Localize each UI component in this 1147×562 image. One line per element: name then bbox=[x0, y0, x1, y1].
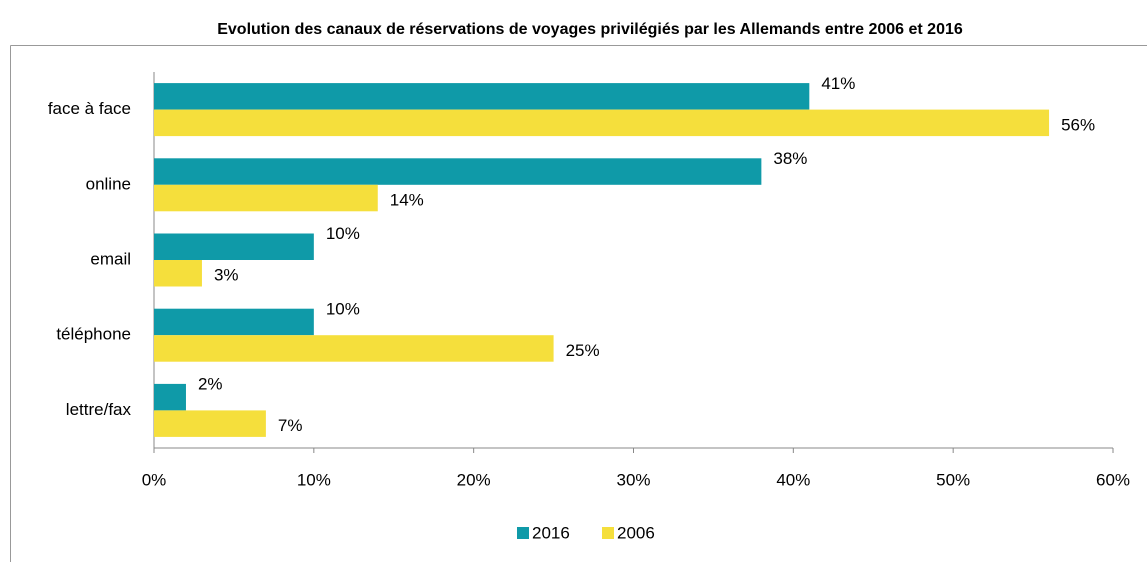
value-label: 10% bbox=[326, 299, 360, 318]
chart-title: Evolution des canaux de réservations de … bbox=[217, 21, 963, 38]
legend-label: 2006 bbox=[617, 523, 655, 542]
value-label: 41% bbox=[821, 74, 855, 93]
bar bbox=[154, 158, 762, 185]
bar bbox=[154, 109, 1050, 137]
value-label: 38% bbox=[773, 149, 807, 168]
bar bbox=[154, 83, 810, 110]
x-tick-label: 10% bbox=[297, 470, 331, 489]
y-tick-label: face à face bbox=[48, 99, 131, 118]
legend-swatch bbox=[602, 527, 614, 539]
x-tick-label: 60% bbox=[1096, 470, 1130, 489]
x-tick-label: 50% bbox=[936, 470, 970, 489]
x-tick-label: 0% bbox=[142, 470, 167, 489]
bar bbox=[154, 308, 314, 336]
bar bbox=[154, 335, 554, 362]
bar bbox=[154, 260, 202, 287]
bar bbox=[154, 233, 314, 260]
x-tick-label: 40% bbox=[776, 470, 810, 489]
y-tick-label: téléphone bbox=[56, 325, 131, 344]
value-label: 25% bbox=[566, 341, 600, 360]
legend-label: 2016 bbox=[532, 523, 570, 542]
x-tick-label: 20% bbox=[457, 470, 491, 489]
y-tick-label: email bbox=[90, 249, 131, 268]
bar bbox=[154, 410, 266, 437]
value-label: 56% bbox=[1061, 115, 1095, 134]
value-label: 14% bbox=[390, 191, 424, 210]
value-label: 7% bbox=[278, 416, 303, 435]
value-label: 10% bbox=[326, 224, 360, 243]
bar bbox=[154, 383, 186, 411]
bar bbox=[154, 184, 378, 212]
value-label: 3% bbox=[214, 266, 239, 285]
value-label: 2% bbox=[198, 375, 223, 394]
legend-swatch bbox=[517, 527, 529, 539]
y-tick-label: online bbox=[86, 174, 131, 193]
x-tick-label: 30% bbox=[616, 470, 650, 489]
y-tick-label: lettre/fax bbox=[66, 400, 132, 419]
